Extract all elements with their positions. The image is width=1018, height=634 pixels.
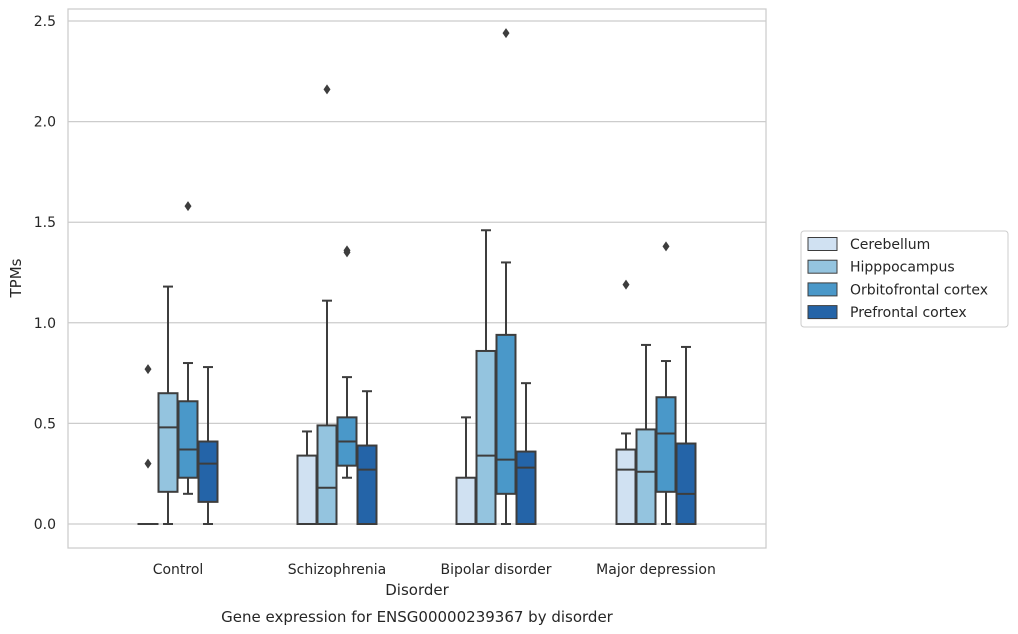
- box-body: [675, 442, 697, 525]
- legend-frame: [800, 230, 1009, 328]
- box-orbitofrontal-cortex: [655, 241, 677, 525]
- y-tick-label: 2.5: [34, 14, 56, 30]
- y-axis-label: TPMs: [7, 258, 25, 298]
- x-tick-labels: Control Schizophrenia Bipolar disorder Majo…: [153, 562, 716, 578]
- box-hipppocampus: [635, 343, 657, 526]
- legend: Cerebellum Hipppocampus Orbitofrontal cort…: [800, 230, 1009, 328]
- y-tick-label: 1.5: [34, 215, 56, 231]
- legend-swatch: [807, 237, 838, 251]
- box-body: [515, 450, 537, 525]
- box-cerebellum: [615, 279, 637, 525]
- y-tick-label: 1.0: [34, 316, 56, 332]
- legend-label: Prefrontal cortex: [850, 305, 967, 321]
- outlier-point: [144, 364, 152, 375]
- box-prefrontal-cortex: [197, 366, 219, 525]
- legend-label: Hipppocampus: [850, 260, 955, 276]
- outlier-point: [622, 279, 630, 290]
- box-body: [615, 448, 637, 525]
- box-cerebellum: [296, 430, 318, 526]
- box-hipppocampus: [475, 229, 497, 525]
- box-body: [635, 428, 657, 526]
- legend-swatch: [807, 282, 838, 297]
- box-prefrontal-cortex: [356, 390, 378, 526]
- outlier-point: [323, 84, 331, 95]
- outlier-point: [502, 28, 510, 39]
- box-body: [655, 396, 677, 493]
- box-orbitofrontal-cortex: [336, 245, 358, 479]
- x-tick-label: Major depression: [596, 562, 716, 578]
- x-tick-label: Schizophrenia: [288, 562, 386, 578]
- box-body: [197, 440, 219, 503]
- outlier-point: [144, 458, 152, 469]
- box-body: [296, 454, 318, 526]
- y-tick-label: 2.0: [34, 115, 56, 131]
- outlier-point: [184, 201, 192, 212]
- chart-caption: Gene expression for ENSG00000239367 by d…: [221, 608, 614, 626]
- legend-swatch: [807, 305, 838, 320]
- x-tick-label: Control: [153, 562, 204, 578]
- box-orbitofrontal-cortex: [495, 28, 517, 525]
- box-body: [455, 476, 477, 525]
- legend-items: Cerebellum Hipppocampus Orbitofrontal cort…: [807, 237, 988, 321]
- box-cerebellum: [137, 364, 159, 526]
- box-body: [495, 333, 517, 495]
- boxes: [137, 28, 697, 526]
- box-body: [157, 392, 179, 493]
- y-tick-label: 0.5: [34, 416, 56, 432]
- box-body: [316, 424, 338, 525]
- outlier-point: [343, 245, 351, 256]
- x-axis-label: Disorder: [385, 581, 449, 599]
- box-prefrontal-cortex: [675, 345, 697, 525]
- box-hipppocampus: [316, 84, 338, 525]
- legend-label: Cerebellum: [850, 237, 930, 253]
- box-body: [475, 349, 497, 525]
- plot-frame: [67, 8, 767, 549]
- box-cerebellum: [455, 416, 477, 525]
- box-orbitofrontal-cortex: [177, 201, 199, 495]
- y-tick-labels: 0.0 0.5 1.0 1.5 2.0 2.5: [34, 14, 56, 533]
- legend-label: Orbitofrontal cortex: [850, 282, 988, 298]
- legend-swatch: [807, 259, 838, 274]
- x-tick-label: Bipolar disorder: [440, 562, 551, 578]
- box-prefrontal-cortex: [515, 382, 537, 525]
- outlier-point: [662, 241, 670, 252]
- y-tick-label: 0.0: [34, 517, 56, 533]
- box-body: [177, 400, 199, 479]
- box-body: [356, 444, 378, 526]
